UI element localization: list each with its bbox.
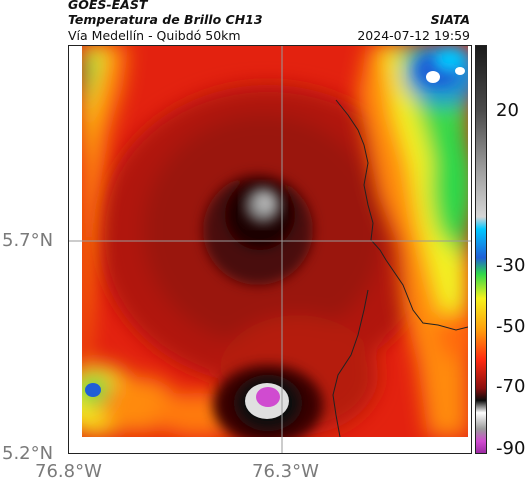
colorbar-label-minus-30: -30 — [496, 255, 526, 276]
satellite-name: GOES-EAST — [68, 0, 148, 12]
product-name: Temperatura de Brillo CH13 — [68, 12, 263, 27]
lon-tick-76-8: 76.8°W — [35, 461, 102, 482]
colorbar-gradient — [475, 45, 487, 454]
satellite-map — [68, 45, 472, 454]
colorbar-label-minus-70: -70 — [496, 376, 526, 397]
brightness-temperature-map — [68, 45, 472, 454]
map-header: GOES-EAST Temperatura de Brillo CH13 SIA… — [68, 0, 472, 46]
organization-name: SIATA — [430, 12, 470, 27]
timestamp: 2024-07-12 19:59 — [357, 28, 470, 43]
lat-tick-5-2: 5.2°N — [2, 443, 54, 464]
colorbar-label-20: 20 — [496, 100, 519, 121]
lat-tick-5-7: 5.7°N — [2, 230, 54, 251]
colorbar — [475, 45, 487, 454]
colorbar-label-minus-50: -50 — [496, 316, 526, 337]
region-name: Vía Medellín - Quibdó 50km — [68, 28, 241, 43]
map-field — [82, 45, 468, 437]
colorbar-label-minus-90: -90 — [496, 438, 526, 459]
lon-tick-76-3: 76.3°W — [252, 461, 319, 482]
